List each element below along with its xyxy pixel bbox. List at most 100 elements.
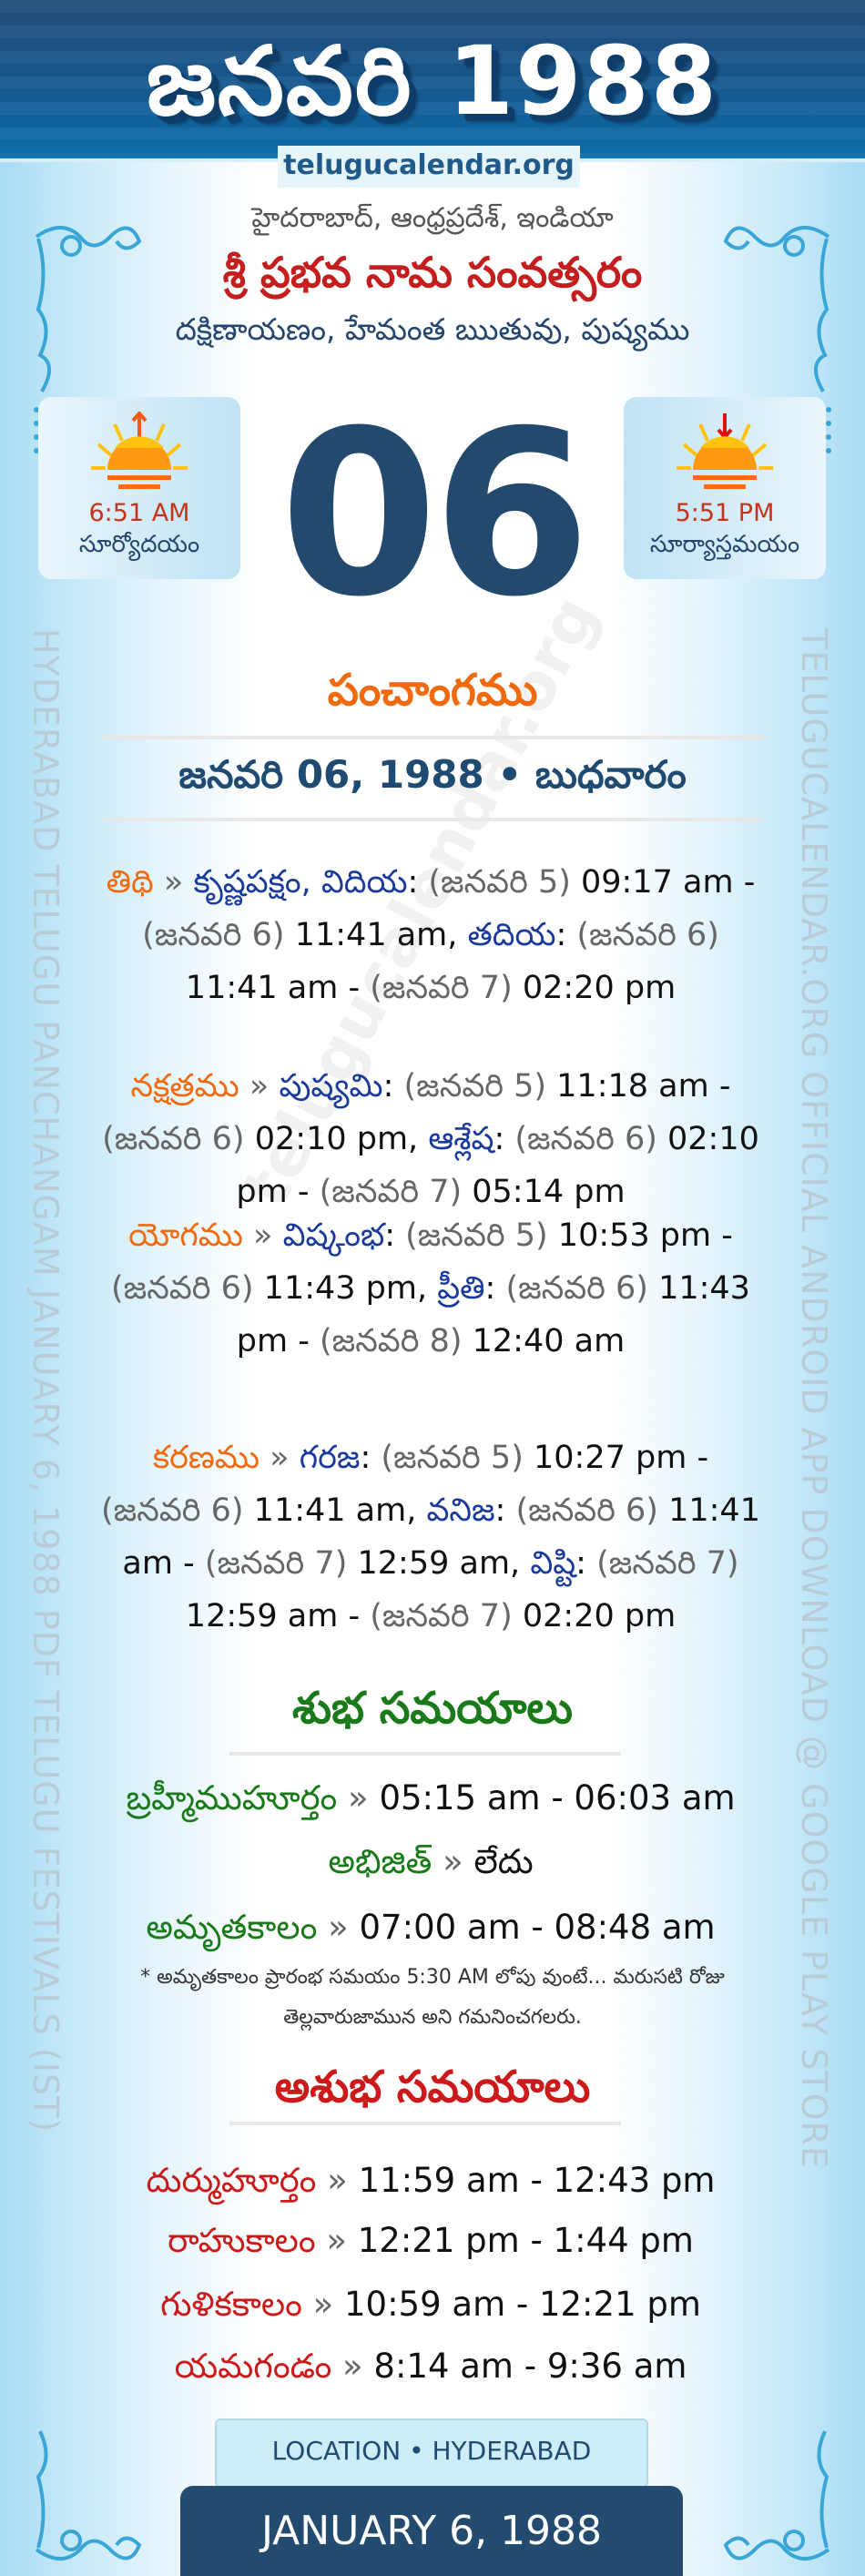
sunset-card: 5:51 PM సూర్యాస్తమయం: [624, 397, 826, 579]
entry-name: కృష్ణపక్షం, విదియ: [193, 864, 408, 901]
end-time: 02:20 pm: [522, 1598, 677, 1634]
sunset-label: సూర్యాస్తమయం: [649, 531, 800, 558]
timing-value: 11:59 am - 12:43 pm: [358, 2161, 716, 2200]
separator: »: [163, 864, 184, 901]
separator: »: [253, 1217, 273, 1254]
start-time: 11:41 am: [122, 1492, 760, 1582]
start-time: 10:27 pm: [534, 1440, 687, 1476]
samvatsaram-title: శ్రీ ప్రభవ నామ సంవత్సరం: [222, 248, 643, 297]
timing-label: అభిజిత్: [328, 1842, 432, 1881]
start-date: (జనవరి 6): [576, 917, 719, 953]
end-time: 12:40 am: [472, 1323, 626, 1359]
ayanam-line: దక్షిణాయణం, హేమంత ఋతువు, పుష్యము: [175, 311, 690, 347]
start-time: 02:10 pm: [236, 1121, 759, 1210]
end-date: (జనవరి 7): [319, 1174, 463, 1210]
panchangam-item: నక్షత్రము » పుష్యమి: (జనవరి 5) 11:18 am …: [102, 1068, 759, 1210]
sunrise-icon: [91, 412, 188, 489]
timing-value: 05:15 am - 06:03 am: [379, 1778, 736, 1817]
location-line: హైదరాబాద్, ఆంధ్రప్రదేశ్, ఇండియా: [251, 202, 614, 234]
entry-name: విష్టి: [530, 1545, 576, 1582]
ashubha-item: గుళికకాలం » 10:59 am - 12:21 pm: [98, 2278, 763, 2331]
panchangam-item: కరణము » గరజ: (జనవరి 5) 10:27 pm - (జనవరి…: [101, 1440, 760, 1634]
separator: »: [327, 2161, 348, 2200]
shubha-heading: శుభ సమయాలు: [292, 1683, 573, 1734]
entry-name: విష్కంభ: [282, 1217, 385, 1254]
start-date: (జనవరి 5): [428, 864, 571, 901]
start-time: 12:59 am: [185, 1598, 339, 1634]
end-time: 02:10 pm: [254, 1121, 409, 1157]
side-text-right: TELUGUCALENDAR.ORG OFFICIAL ANDROID APP …: [794, 628, 834, 2170]
entry-name: గరజ: [299, 1440, 361, 1476]
start-date: (జనవరి 5): [405, 1217, 548, 1254]
separator: »: [249, 1068, 270, 1105]
entry-name: తదియ: [467, 917, 556, 953]
corner-ornament-icon: [35, 2430, 142, 2561]
start-time: 11:43 pm: [236, 1270, 750, 1359]
corner-ornament-icon: [723, 2430, 830, 2561]
divider: [229, 2122, 621, 2125]
divider: [103, 736, 763, 739]
end-time: 05:14 pm: [472, 1174, 626, 1210]
separator: »: [270, 1440, 290, 1476]
shubha-item: బ్రహ్మీముహూర్తం » 05:15 am - 06:03 am: [98, 1772, 763, 1825]
end-time: 12:59 am: [357, 1545, 511, 1582]
start-time: 11:41 am: [185, 970, 339, 1006]
entry-name: పుష్యమి: [279, 1068, 383, 1105]
panchangam-label: యోగము: [128, 1217, 243, 1254]
sunrise-card: 6:51 AM సూర్యోదయం: [38, 397, 240, 579]
end-date: (జనవరి 6): [111, 1270, 254, 1307]
start-date: (జనవరి 6): [505, 1270, 648, 1307]
start-date: (జనవరి 5): [381, 1440, 524, 1476]
shubha-item: అమృతకాలం » 07:00 am - 08:48 am: [98, 1901, 763, 1954]
timing-label: రాహుకాలం: [168, 2221, 316, 2260]
start-time: 10:53 pm: [557, 1217, 712, 1254]
corner-ornament-icon: [723, 226, 831, 453]
date-weekday-line: జనవరి 06, 1988 • బుధవారం: [178, 752, 687, 797]
separator: »: [443, 1842, 463, 1881]
start-time: 09:17 am: [581, 864, 734, 901]
shubha-item: అభిజిత్ » లేదు: [98, 1836, 763, 1889]
timing-label: బ్రహ్మీముహూర్తం: [126, 1778, 338, 1817]
amrita-note: * అమృతకాలం ప్రారంభ సమయం 5:30 AM లోపు వుం…: [140, 1966, 725, 2029]
sunrise-time: 6:51 AM: [88, 499, 190, 527]
end-date: (జనవరి 7): [370, 1598, 513, 1634]
end-date: (జనవరి 6): [142, 917, 285, 953]
ashubha-item: దుర్ముహూర్తం » 11:59 am - 12:43 pm: [98, 2154, 763, 2207]
start-date: (జనవరి 5): [403, 1068, 547, 1105]
end-date: (జనవరి 7): [204, 1545, 348, 1582]
end-time: 11:41 am: [253, 1492, 407, 1529]
timing-value: లేదు: [473, 1842, 534, 1881]
side-text-left: HYDERABAD TELUGU PANCHANGAM JANUARY 6, 1…: [25, 628, 66, 2133]
sunset-time: 5:51 PM: [675, 499, 775, 527]
start-date: (జనవరి 6): [515, 1492, 658, 1529]
panchangam-item: యోగము » విష్కంభ: (జనవరి 5) 10:53 pm - (జ…: [111, 1217, 750, 1359]
timing-label: గుళికకాలం: [160, 2285, 302, 2324]
separator: »: [328, 1908, 349, 1947]
entry-name: ప్రీతి: [437, 1270, 485, 1307]
site-badge[interactable]: telugucalendar.org: [278, 146, 580, 188]
ashubha-item: యమగండం » 8:14 am - 9:36 am: [98, 2340, 763, 2393]
separator: »: [348, 1778, 369, 1817]
end-date: (జనవరి 8): [320, 1323, 463, 1359]
footer-date: JANUARY 6, 1988: [180, 2486, 683, 2576]
ashubha-item: రాహుకాలం » 12:21 pm - 1:44 pm: [98, 2215, 763, 2267]
timing-value: 12:21 pm - 1:44 pm: [357, 2221, 694, 2260]
end-time: 11:43 pm: [263, 1270, 417, 1307]
month-year-title: జనవరి 1988: [146, 25, 719, 137]
start-date: (జనవరి 7): [596, 1545, 739, 1582]
panchangam-item: తిథి » కృష్ణపక్షం, విదియ: (జనవరి 5) 09:1…: [106, 864, 756, 1006]
end-time: 11:41 am: [294, 917, 448, 953]
day-number: 06: [280, 382, 591, 647]
sunrise-label: సూర్యోదయం: [78, 531, 200, 558]
timing-value: 10:59 am - 12:21 pm: [344, 2285, 701, 2324]
end-date: (జనవరి 6): [101, 1492, 244, 1529]
separator: »: [326, 2221, 347, 2260]
end-date: (జనవరి 6): [102, 1121, 245, 1157]
ashubha-heading: అశుభ సమయాలు: [274, 2062, 591, 2113]
timing-label: దుర్ముహూర్తం: [146, 2161, 317, 2200]
timing-value: 07:00 am - 08:48 am: [359, 1908, 716, 1947]
start-time: 11:18 am: [556, 1068, 709, 1105]
panchangam-label: నక్షత్రము: [130, 1068, 239, 1105]
entry-name: వనిజ: [426, 1492, 495, 1529]
panchangam-label: కరణము: [152, 1440, 260, 1476]
